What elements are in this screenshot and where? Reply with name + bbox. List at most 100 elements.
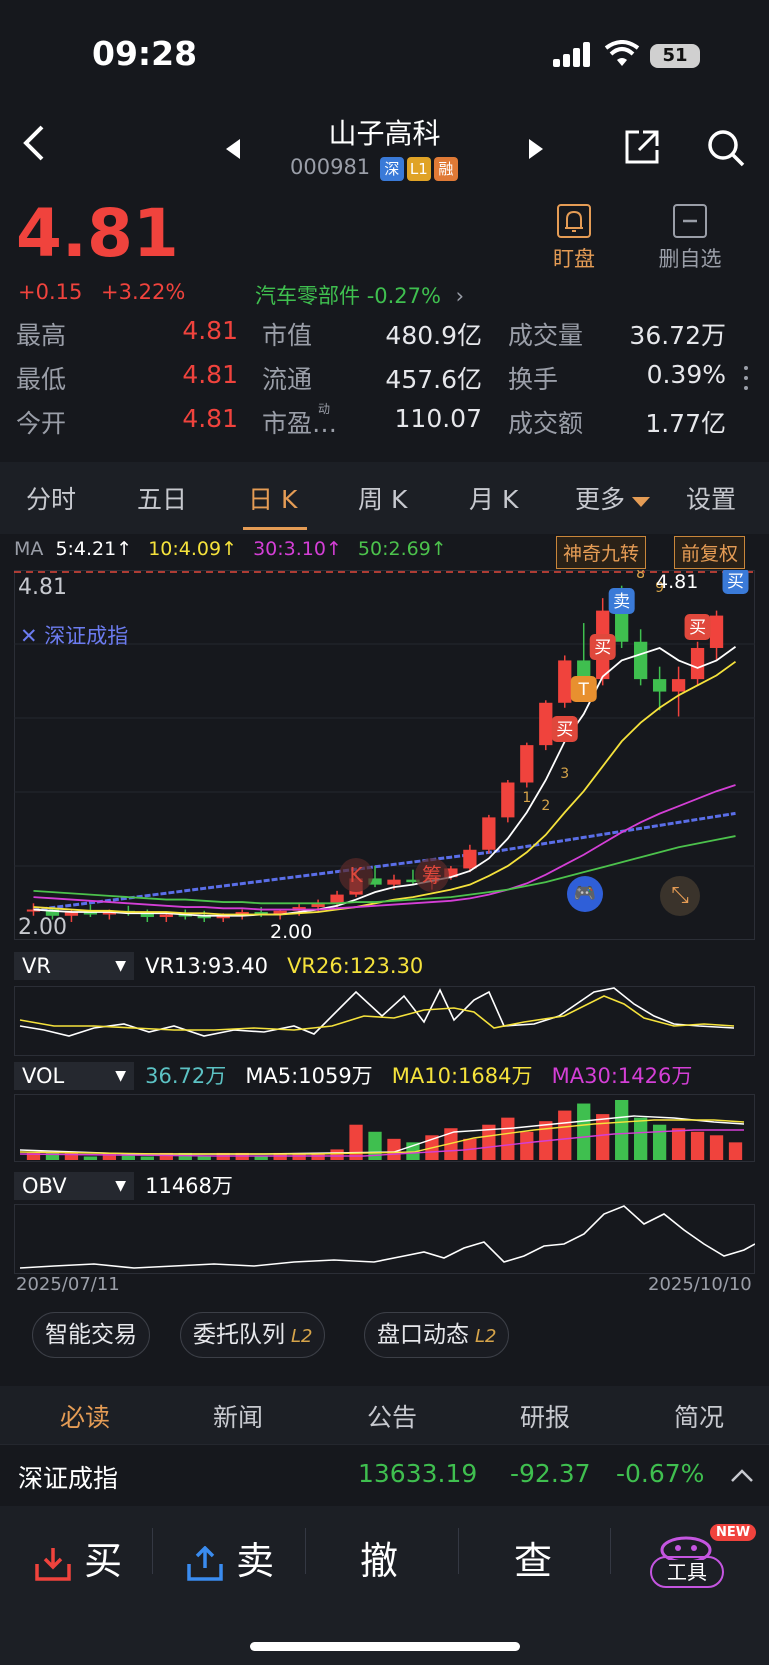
obv-value: 11468万: [145, 1174, 233, 1198]
candle-body: [520, 745, 534, 783]
order-queue-button[interactable]: 委托队列 L2: [180, 1312, 326, 1358]
vr26-value: VR26:123.30: [287, 954, 424, 978]
tab-daily-k[interactable]: 日 K: [248, 485, 298, 514]
chart-low-label: 2.00: [18, 915, 67, 940]
candle-body: [254, 912, 268, 915]
signal-icon: [553, 42, 593, 68]
price-adjust-button[interactable]: 前复权: [674, 536, 746, 569]
search-icon: [708, 130, 745, 167]
sell-button[interactable]: 卖: [186, 1530, 274, 1585]
order-book-dynamics-button[interactable]: 盘口动态 L2: [364, 1312, 510, 1358]
index-overlay-label[interactable]: ✕ 深证成指: [20, 620, 128, 650]
candle-body: [482, 817, 496, 850]
candle-body: [690, 647, 705, 680]
smart-trade-button[interactable]: 智能交易: [32, 1312, 150, 1358]
volume-bar: [444, 1128, 458, 1160]
volume-bar: [387, 1138, 401, 1160]
vol-ma30: MA30:1426万: [551, 1064, 693, 1088]
stat-value: 36.72万: [629, 321, 726, 350]
more-stats-icon[interactable]: [744, 366, 750, 390]
search-button[interactable]: [706, 128, 746, 172]
ma50-line: [33, 835, 736, 905]
stat-value: 480.9亿: [385, 321, 482, 350]
t-signal-marker-label: T: [578, 680, 590, 700]
vr-selector[interactable]: VR ▼: [14, 952, 134, 980]
obv-line: [19, 1205, 755, 1269]
index-overlay-line: [33, 811, 736, 912]
tab-news[interactable]: 新闻: [213, 1403, 264, 1432]
upload-icon: [187, 1545, 223, 1581]
volume-bar: [140, 1156, 154, 1160]
tab-profile[interactable]: 简况: [674, 1403, 725, 1432]
cancel-order-button[interactable]: 撤: [360, 1539, 399, 1583]
ma50-value: 50:2.69↑: [357, 538, 447, 560]
candle-body: [311, 903, 325, 908]
tab-weekly-k[interactable]: 周 K: [358, 485, 408, 514]
close-icon[interactable]: ✕: [20, 624, 38, 648]
query-button[interactable]: 查: [514, 1539, 553, 1583]
ma30-value: 30:3.10↑: [253, 538, 342, 560]
candle-body: [330, 894, 344, 904]
remove-watchlist-button[interactable]: 删自选: [650, 204, 730, 273]
nine-turn-button[interactable]: 神奇九转: [556, 536, 647, 569]
stat-label: 换手: [508, 365, 559, 394]
volume-bar: [349, 1124, 363, 1160]
tab-announcements[interactable]: 公告: [367, 1403, 418, 1432]
volume-bar: [26, 1152, 41, 1160]
tab-monthly-k[interactable]: 月 K: [469, 485, 519, 514]
obv-chart[interactable]: [14, 1204, 755, 1274]
index-ticker[interactable]: 深证成指 13633.19 -92.37 -0.67%: [0, 1444, 769, 1507]
sector-name: 汽车零部件: [255, 284, 360, 308]
vol-selector[interactable]: VOL ▼: [14, 1062, 134, 1090]
tab-five-day[interactable]: 五日: [137, 485, 188, 514]
volume-bar: [652, 1124, 667, 1160]
expand-icon[interactable]: ⤡: [660, 876, 700, 916]
stat-label: 今开: [16, 409, 67, 438]
tools-label: 工具: [650, 1556, 724, 1588]
bell-icon: [557, 204, 591, 238]
volume-bar: [709, 1135, 724, 1160]
ma10-value: 10:4.09↑: [148, 538, 238, 560]
sell-label: 卖: [236, 1539, 275, 1583]
candle-body: [406, 879, 420, 883]
vr-chart[interactable]: [14, 986, 755, 1056]
index-change: -92.37: [510, 1459, 591, 1488]
tab-research[interactable]: 研报: [520, 1403, 571, 1432]
prev-stock-button[interactable]: [224, 138, 242, 164]
tab-intraday[interactable]: 分时: [26, 485, 77, 514]
obv-selector[interactable]: OBV ▼: [14, 1172, 134, 1200]
game-icon[interactable]: 🎮: [567, 876, 603, 912]
order-queue-label: 委托队列: [193, 1322, 285, 1348]
tab-more[interactable]: 更多: [575, 480, 651, 516]
volume-chart[interactable]: [14, 1094, 755, 1162]
buy-signal-marker-label: 买: [594, 638, 611, 658]
sector-link[interactable]: 汽车零部件 -0.27% ›: [255, 280, 464, 310]
vol-header: VOL ▼ 36.72万 MA5:1059万 MA10:1684万 MA30:14…: [14, 1060, 755, 1090]
back-button[interactable]: [22, 124, 46, 171]
candle-body: [387, 879, 401, 885]
trade-action-bar: 买 卖 撤 查 工具 NEW: [0, 1506, 769, 1665]
ma-label: MA: [14, 538, 44, 560]
stats-row: 最高 4.81 市值 480.9亿 成交量 36.72万: [0, 316, 769, 356]
candle-body: [45, 909, 60, 916]
candle-body: [83, 912, 98, 915]
stat-label: 市值: [262, 321, 313, 350]
share-button[interactable]: [623, 128, 661, 170]
tab-must-read[interactable]: 必读: [60, 1403, 111, 1432]
watch-alert-button[interactable]: 盯盘: [546, 204, 602, 273]
candle-body: [197, 915, 211, 919]
sector-pct: -0.27%: [366, 284, 441, 308]
stat-value: 4.81: [182, 360, 238, 389]
stock-code: 000981 深 L1 融: [290, 155, 458, 181]
volume-bar: [520, 1131, 534, 1160]
tag-shenzhen: 深: [379, 157, 404, 181]
chevron-up-icon: [731, 1469, 753, 1482]
vr26-line: [19, 995, 735, 1031]
next-stock-button[interactable]: [527, 138, 545, 164]
tab-settings[interactable]: 设置: [686, 485, 737, 514]
tools-button[interactable]: 工具 NEW: [650, 1524, 757, 1588]
stat-value: 1.77亿: [645, 409, 726, 438]
buy-button[interactable]: 买: [34, 1530, 122, 1585]
battery-icon: 51: [650, 44, 700, 68]
